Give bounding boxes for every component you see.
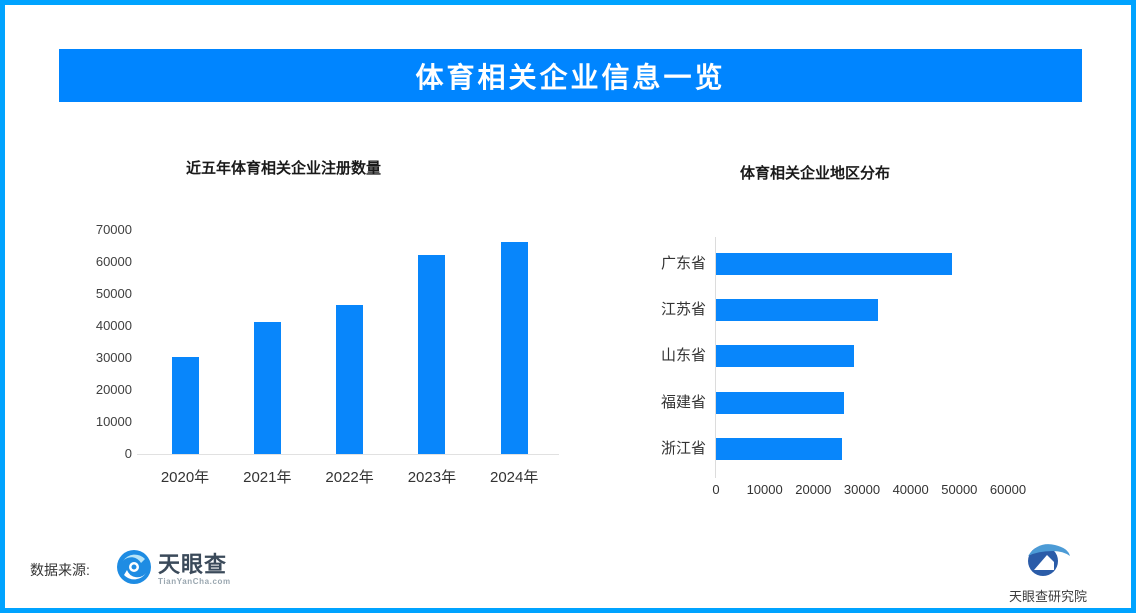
y-tick-label: 70000 [95, 222, 132, 237]
regions-plot [716, 240, 1021, 472]
tianyancha-wordmark: 天眼查 TianYanCha.com [158, 551, 231, 586]
x-tick-label: 2021年 [243, 469, 292, 486]
y-tick-label: 40000 [95, 318, 132, 333]
research-institute-name: 天眼查研究院 [1008, 589, 1087, 604]
y-tick-label: 50000 [95, 286, 132, 301]
x-tick-label: 40000 [892, 482, 929, 497]
x-tick-label: 2023年 [407, 469, 457, 486]
bar-2023年 [418, 255, 446, 454]
registrations-y-axis: 0 10000 20000 30000 40000 50000 60000 70000 [86, 222, 132, 461]
data-source-label: 数据来源: [30, 562, 90, 578]
x-tick-label: 2022年 [325, 469, 374, 486]
x-tick-label: 2024年 [490, 469, 539, 486]
registrations-x-axis: 2020年 2021年 2022年 2023年 2024年 [140, 466, 558, 488]
y-tick-label: 10000 [95, 414, 132, 429]
title-banner: 体育相关企业信息一览 [59, 49, 1082, 102]
bar-2024年 [500, 242, 528, 454]
registrations-plot [140, 230, 558, 454]
x-tick-label: 50000 [941, 482, 978, 497]
y-tick-label: 30000 [95, 350, 132, 365]
regions-chart-title: 体育相关企业地区分布 [740, 165, 891, 182]
x-tick-label: 60000 [989, 482, 1027, 497]
category-label: 广东省 [660, 255, 706, 272]
regions-x-axis: 0 10000 20000 30000 40000 50000 60000 [712, 482, 1026, 500]
bar-广东省 [716, 253, 952, 275]
x-tick-label: 30000 [843, 482, 881, 497]
registrations-chart-title: 近五年体育相关企业注册数量 [186, 160, 382, 177]
tianyancha-domain: TianYanCha.com [158, 576, 231, 586]
x-tick-label: 20000 [795, 482, 832, 497]
page-title: 体育相关企业信息一览 [415, 61, 726, 93]
y-tick-label: 0 [124, 446, 132, 461]
x-tick-label: 2020年 [160, 469, 210, 486]
tianyancha-logo: 天眼查 TianYanCha.com [116, 549, 231, 590]
registrations-baseline [137, 454, 559, 455]
x-tick-label: 10000 [746, 482, 783, 497]
bar-江苏省 [716, 299, 878, 322]
x-tick-label: 0 [712, 482, 720, 497]
category-label: 山东省 [660, 347, 706, 365]
research-institute-emblem-icon [1024, 540, 1072, 583]
tianyancha-name: 天眼查 [158, 551, 228, 577]
regions-category-axis: 广东省江苏省山东省福建省浙江省 [630, 240, 706, 472]
bar-山东省 [716, 345, 854, 368]
research-institute-logo: 天眼查研究院 [1003, 540, 1093, 605]
bar-2022年 [336, 305, 364, 454]
bar-福建省 [716, 391, 844, 414]
bar-2021年 [253, 322, 281, 454]
bar-2020年 [171, 357, 199, 454]
regions-axis-line [715, 237, 716, 478]
category-label: 浙江省 [660, 439, 706, 457]
tianyancha-eye-icon [116, 549, 152, 590]
y-tick-label: 20000 [95, 382, 132, 397]
y-tick-label: 60000 [95, 254, 132, 269]
category-label: 江苏省 [660, 301, 706, 319]
category-label: 福建省 [660, 393, 706, 411]
bar-浙江省 [716, 437, 842, 460]
